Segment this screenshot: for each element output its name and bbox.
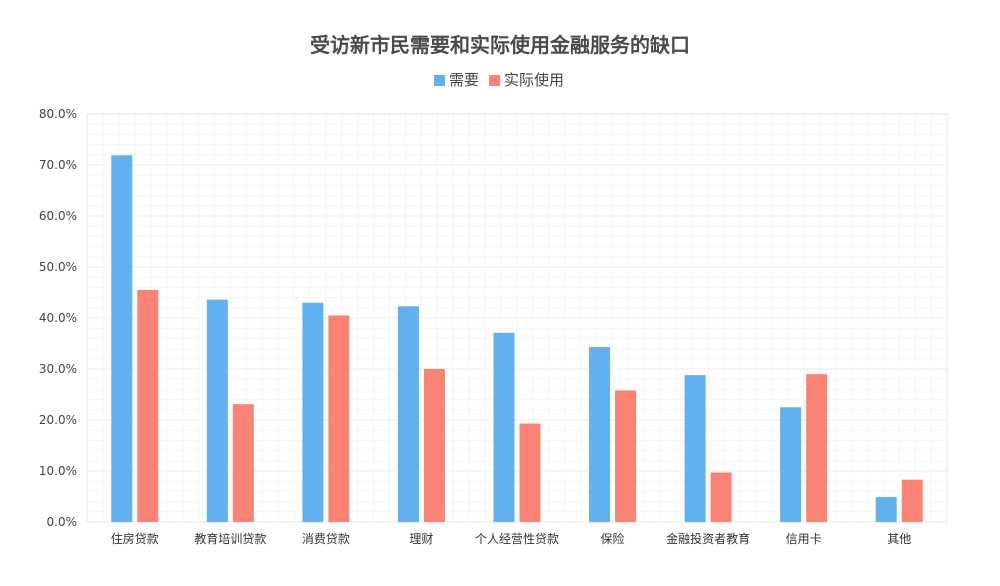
x-tick-label: 住房贷款 <box>111 531 159 546</box>
legend-swatch <box>434 75 445 86</box>
y-tick-label: 10.0% <box>39 464 77 478</box>
bar-need <box>684 375 706 522</box>
bar-actual-use <box>901 479 923 522</box>
y-tick-label: 60.0% <box>39 209 77 223</box>
y-tick-label: 40.0% <box>39 311 77 325</box>
bar-need <box>493 332 515 522</box>
y-tick-label: 80.0% <box>39 107 77 121</box>
y-tick-label: 20.0% <box>39 413 77 427</box>
legend: 需要 实际使用 <box>434 71 564 89</box>
bar-actual-use <box>137 289 159 522</box>
bar-actual-use <box>615 390 637 522</box>
x-tick-label: 金融投资者教育 <box>666 531 750 546</box>
x-tick-label: 个人经营性贷款 <box>475 532 559 546</box>
bar-need <box>780 407 802 522</box>
legend-label: 需要 <box>449 71 479 89</box>
bar-need <box>111 155 133 522</box>
y-tick-label: 0.0% <box>47 515 78 529</box>
x-tick-label: 其他 <box>887 532 911 546</box>
bar-need <box>397 306 419 522</box>
bar-actual-use <box>710 472 732 522</box>
grid <box>86 113 948 523</box>
y-tick-label: 50.0% <box>39 260 77 274</box>
bar-actual-use <box>232 404 254 522</box>
y-tick-label: 30.0% <box>39 362 77 376</box>
x-tick-label: 教育培训贷款 <box>194 531 266 546</box>
x-axis: 住房贷款 教育培训贷款 消费贷款 理财 个人经营性贷款 保险 金融投资者教育 信用卡 其他 <box>111 531 911 546</box>
bar-actual-use <box>519 423 541 522</box>
bar-actual-use <box>328 315 350 522</box>
bar-need <box>875 497 897 522</box>
plot-area-border <box>86 113 948 523</box>
x-tick-label: 理财 <box>409 532 433 546</box>
bar-need <box>302 302 324 522</box>
bar-actual-use <box>423 369 445 522</box>
x-tick-label: 保险 <box>601 531 625 546</box>
x-tick-label: 信用卡 <box>786 532 822 546</box>
bar-need <box>589 347 611 522</box>
chart-title: 受访新市民需要和实际使用金融服务的缺口 <box>310 33 690 57</box>
bar-need <box>206 299 228 522</box>
bars <box>111 155 923 522</box>
x-tick-label: 消费贷款 <box>302 532 350 546</box>
bar-actual-use <box>806 374 828 522</box>
y-axis: 0.0% 10.0% 20.0% 30.0% 40.0% 50.0% 60.0% 70.0% 8… <box>39 107 77 529</box>
legend-swatch <box>489 75 500 86</box>
y-tick-label: 70.0% <box>39 158 77 172</box>
legend-label: 实际使用 <box>504 71 564 89</box>
